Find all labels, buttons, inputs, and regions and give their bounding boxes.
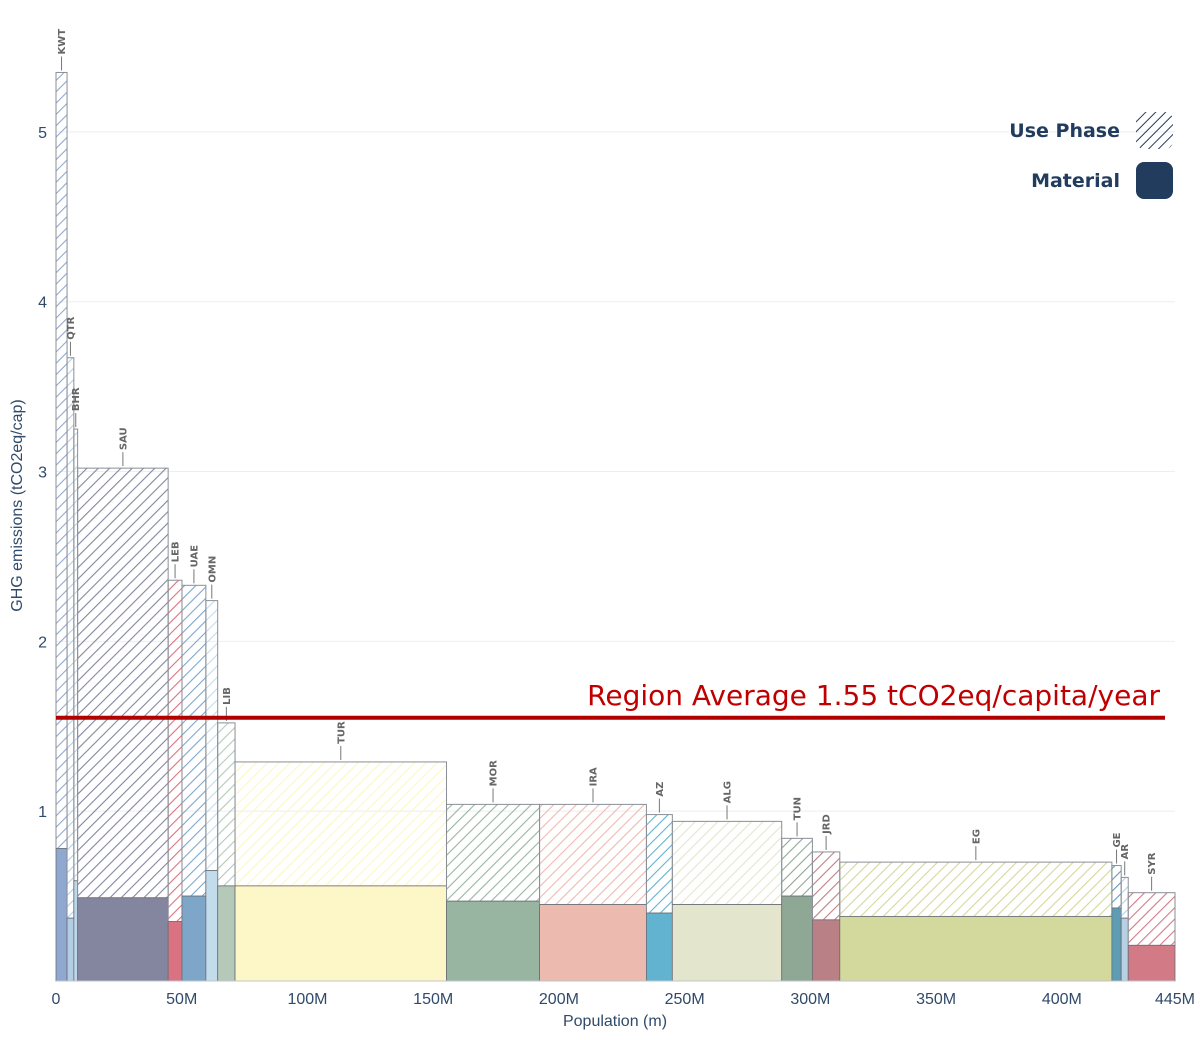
bar-label-syr: SYR (1147, 852, 1158, 874)
bar-use-phase-eg (839, 861, 1113, 917)
bar-label-sau: SAU (118, 427, 129, 450)
bar-label-alg: ALG (723, 781, 734, 803)
bar-use-phase-mor (446, 803, 541, 902)
y-axis-title: GHG emissions (tCO2eq/cap) (9, 399, 26, 612)
x-tick-label: 150M (413, 991, 453, 1008)
bar-label-omn: OMN (207, 556, 218, 583)
bar-material-kwt (55, 848, 68, 982)
bar-label-kwt: KWT (57, 29, 68, 55)
bar-material-sau (77, 897, 169, 982)
bar-material-az (646, 912, 673, 982)
bar-labels: KWT QTR BHR SAU LEB UAE OMN LIB TUR MOR IRA AZ ALG TU… (57, 29, 1158, 891)
bar-material-qtr (66, 917, 75, 982)
gridlines (56, 131, 1175, 812)
bar-use-phase-qtr (66, 357, 75, 919)
bar-use-phase-lib (217, 722, 236, 887)
bar-use-phase-ge (1111, 865, 1122, 909)
bar-use-phase-tur (234, 761, 448, 887)
bar-use-phase-alg (671, 820, 783, 906)
x-tick-label: 100M (287, 991, 327, 1008)
bar-material-leb (167, 921, 183, 982)
bar-use-phase-jrd (811, 851, 841, 921)
bar-label-ar: AR (1120, 844, 1131, 860)
y-tick-label: 2 (38, 634, 47, 651)
bar-label-leb: LEB (171, 541, 182, 562)
bar-material-syr (1127, 944, 1176, 982)
bar-use-phase-kwt (55, 71, 68, 850)
bar-label-tur: TUR (336, 721, 347, 744)
bar-use-phase-uae (181, 584, 207, 897)
legend-swatch-material (1136, 162, 1173, 199)
legend: Use Phase Material (1009, 112, 1173, 199)
bar-label-az: AZ (655, 782, 666, 797)
bar-use-phase-bhr (73, 428, 79, 882)
bar-use-phase-leb (167, 579, 183, 923)
bar-use-phase-az (645, 814, 673, 914)
bar-material-alg (671, 904, 783, 982)
bar-label-lib: LIB (222, 687, 233, 705)
bar-use-phase-sau (77, 467, 169, 899)
bar-use-phase-ira (539, 803, 647, 906)
bars (55, 71, 1176, 982)
bar-label-bhr: BHR (71, 387, 82, 411)
bar-material-tun (781, 895, 813, 982)
bar-material-eg (839, 916, 1113, 982)
y-tick-label: 5 (38, 125, 47, 142)
y-tick-label: 3 (38, 465, 47, 482)
bar-material-ge (1111, 907, 1122, 982)
x-tick-label: 250M (665, 991, 705, 1008)
bar-label-tun: TUN (793, 797, 804, 820)
y-tick-label: 1 (38, 804, 47, 821)
bar-material-ira (539, 904, 647, 982)
bar-label-mor: MOR (489, 760, 500, 786)
x-tick-label: 350M (916, 991, 956, 1008)
x-tick-label: 300M (790, 991, 830, 1008)
bar-material-mor (446, 900, 540, 982)
bar-material-bhr (73, 880, 79, 982)
bar-use-phase-omn (205, 600, 219, 872)
x-tick-label: 50M (166, 991, 197, 1008)
bar-use-phase-syr (1127, 892, 1176, 946)
x-tick-label: 400M (1042, 991, 1082, 1008)
bar-material-uae (181, 895, 207, 982)
region-average-label: Region Average 1.55 tCO2eq/capita/year (587, 679, 1160, 712)
bar-material-lib (217, 885, 236, 982)
bar-label-qtr: QTR (66, 316, 77, 339)
bar-material-omn (205, 870, 219, 982)
bar-label-ge: GE (1112, 832, 1123, 847)
x-tick-label: 445M (1155, 991, 1195, 1008)
x-tick-label: 0 (52, 991, 61, 1008)
legend-label-use-phase: Use Phase (1009, 120, 1120, 142)
bar-label-jrd: JRD (822, 814, 833, 835)
legend-label-material: Material (1031, 170, 1120, 192)
x-axis-title: Population (m) (563, 1013, 667, 1030)
bar-material-jrd (811, 919, 841, 982)
bar-use-phase-ar (1120, 876, 1129, 919)
region-average: Region Average 1.55 tCO2eq/capita/year (56, 679, 1165, 720)
x-tick-label: 200M (539, 991, 579, 1008)
bar-label-eg: EG (971, 829, 982, 844)
bar-label-uae: UAE (189, 545, 200, 568)
y-tick-label: 4 (38, 295, 47, 312)
bar-material-ar (1120, 917, 1129, 982)
bar-use-phase-tun (781, 837, 813, 897)
bar-material-tur (234, 885, 447, 982)
axes: 0 50M 100M 150M 200M 250M 300M 350M 400M 445M 1 2 3 4… (9, 125, 1195, 1030)
bar-label-ira: IRA (588, 767, 599, 786)
legend-swatch-use-phase (1136, 112, 1173, 149)
